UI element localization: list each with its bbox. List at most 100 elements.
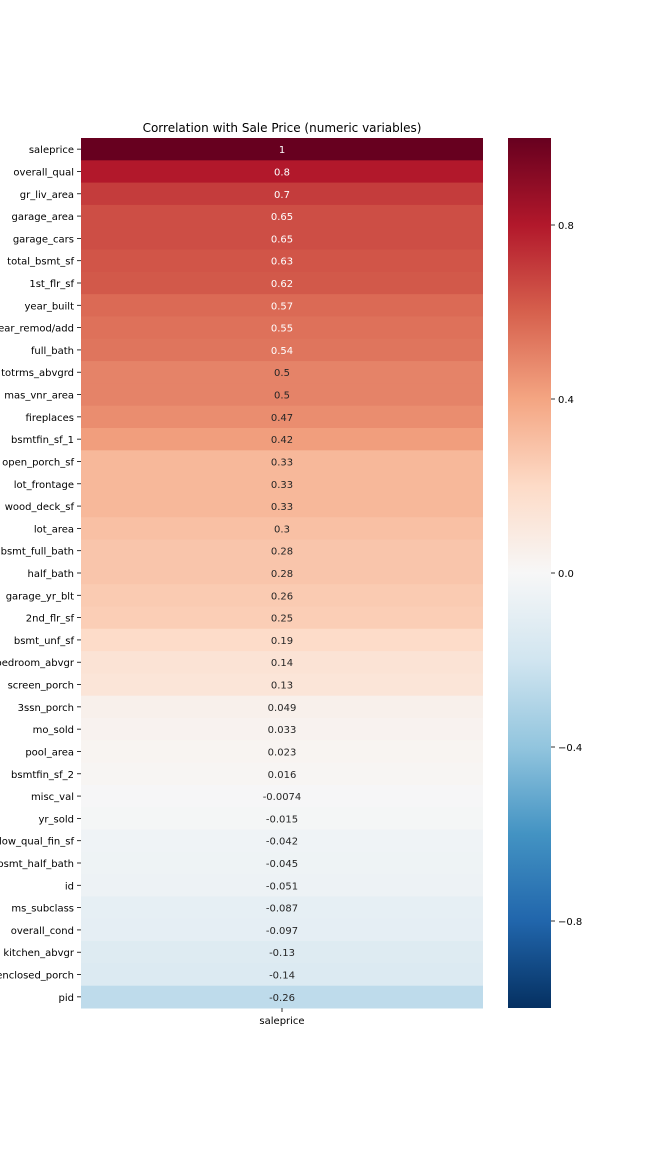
row-label: low_qual_fin_sf: [0, 837, 74, 848]
cell-value-label: 0.33: [271, 502, 293, 513]
cell-value-label: 0.28: [271, 547, 293, 558]
heatmap-cell: [81, 316, 483, 340]
heatmap-cell: [81, 628, 483, 652]
cell-value-label: 0.13: [271, 681, 293, 692]
heatmap-cell: [81, 651, 483, 674]
cell-value-label: -0.051: [266, 881, 298, 892]
row-label: 3ssn_porch: [18, 703, 74, 714]
heatmap-cell: [81, 271, 483, 295]
cell-value-label: 0.19: [271, 636, 293, 647]
cell-value-label: 0.65: [271, 212, 293, 223]
cell-value-label: -0.26: [269, 993, 295, 1004]
row-label: bsmtfin_sf_1: [11, 435, 74, 446]
colorbar-tick-label: 0.4: [558, 395, 574, 406]
heatmap-cell: [81, 918, 483, 942]
heatmap-cell: [81, 807, 483, 831]
cell-value-label: -0.0074: [263, 792, 302, 803]
heatmap-cell: [81, 718, 483, 741]
heatmap-cell: [81, 941, 483, 964]
heatmap-cell: [81, 294, 483, 317]
cell-value-label: 0.033: [268, 725, 297, 736]
row-label: lot_frontage: [14, 480, 74, 491]
cell-value-label: 0.25: [271, 614, 293, 625]
row-label: garage_yr_blt: [6, 591, 74, 602]
cell-value-label: -0.14: [269, 971, 295, 982]
row-label: total_bsmt_sf: [7, 257, 74, 268]
cell-value-label: 0.14: [271, 658, 293, 669]
heatmap-cell: [81, 428, 483, 451]
row-label: lot_area: [34, 524, 74, 535]
heatmap-cell: [81, 851, 483, 875]
cell-value-label: -0.042: [266, 837, 298, 848]
heatmap-cell: [81, 383, 483, 407]
heatmap-cell: [81, 963, 483, 987]
heatmap-cell: [81, 896, 483, 920]
row-label: bsmt_unf_sf: [14, 636, 75, 647]
heatmap-cell: [81, 249, 483, 273]
heatmap-cell: [81, 561, 483, 585]
cell-value-label: 1: [279, 145, 285, 156]
heatmap-cell: [81, 740, 483, 764]
heatmap-cell: [81, 874, 483, 897]
cell-value-label: -0.13: [269, 948, 295, 959]
heatmap-cell: [81, 606, 483, 630]
heatmap-cell: [81, 673, 483, 697]
heatmap-cell: [81, 227, 483, 251]
cell-value-label: 0.28: [271, 569, 293, 580]
row-label: saleprice: [29, 145, 74, 156]
row-label: pid: [59, 993, 74, 1004]
heatmap-cell: [81, 450, 483, 474]
colorbar-ticks: 0.8 0.4 0.0 −0.4 −0.8: [551, 221, 582, 928]
cell-value-label: 0.33: [271, 457, 293, 468]
heatmap-cell: [81, 472, 483, 496]
heatmap-cell: [81, 494, 483, 518]
row-label: yr_sold: [39, 814, 74, 825]
row-label: mas_vnr_area: [4, 391, 74, 402]
heatmap-cell: [81, 539, 483, 563]
heatmap-cell: [81, 160, 483, 184]
column-label: saleprice: [259, 1016, 304, 1027]
heatmap-cell: [81, 361, 483, 384]
cell-value-label: 0.5: [274, 391, 290, 402]
cell-value-label: 0.5: [274, 368, 290, 379]
cell-value-label: 0.54: [271, 346, 293, 357]
cell-value-label: 0.57: [271, 301, 293, 312]
row-label: garage_cars: [13, 234, 74, 245]
colorbar-tick-label: −0.4: [558, 743, 582, 754]
cell-value-label: 0.023: [268, 747, 297, 758]
heatmap-cell: [81, 784, 483, 808]
column-labels: saleprice: [259, 1008, 305, 1027]
colorbar-tick-label: −0.8: [558, 917, 582, 928]
cell-value-label: -0.087: [266, 904, 298, 915]
row-label: totrms_abvgrd: [1, 368, 74, 379]
row-label: screen_porch: [8, 681, 74, 692]
cell-value-label: -0.097: [266, 926, 298, 937]
row-labels: saleprice overall_qual gr_liv_area garage_a…: [0, 145, 81, 1004]
row-label: kitchen_abvgr: [3, 948, 75, 959]
cell-value-label: -0.045: [266, 859, 298, 870]
heatmap-cell: [81, 829, 483, 853]
heatmap-cell: [81, 204, 483, 228]
row-label: pool_area: [25, 747, 74, 758]
row-label: wood_deck_sf: [5, 502, 75, 513]
row-label: half_bath: [28, 569, 75, 580]
cell-value-label: 0.049: [268, 703, 297, 714]
row-label: bsmt_full_bath: [1, 547, 74, 558]
row-label: garage_area: [11, 212, 74, 223]
cell-value-label: 0.33: [271, 480, 293, 491]
heatmap-cell: [81, 695, 483, 719]
cell-value-label: 0.016: [268, 770, 297, 781]
row-label: bsmtfin_sf_2: [11, 770, 74, 781]
cell-value-label: 0.65: [271, 234, 293, 245]
heatmap-cell: [81, 584, 483, 607]
cell-value-label: 0.7: [274, 190, 290, 201]
cell-value-label: 0.62: [271, 279, 293, 290]
colorbar-tick-label: 0.0: [558, 569, 574, 580]
heatmap-cell: [81, 762, 483, 786]
row-label: overall_cond: [11, 926, 74, 937]
cell-value-label: -0.015: [266, 814, 298, 825]
chart-title: Correlation with Sale Price (numeric var…: [143, 121, 422, 135]
row-label: open_porch_sf: [2, 457, 74, 468]
